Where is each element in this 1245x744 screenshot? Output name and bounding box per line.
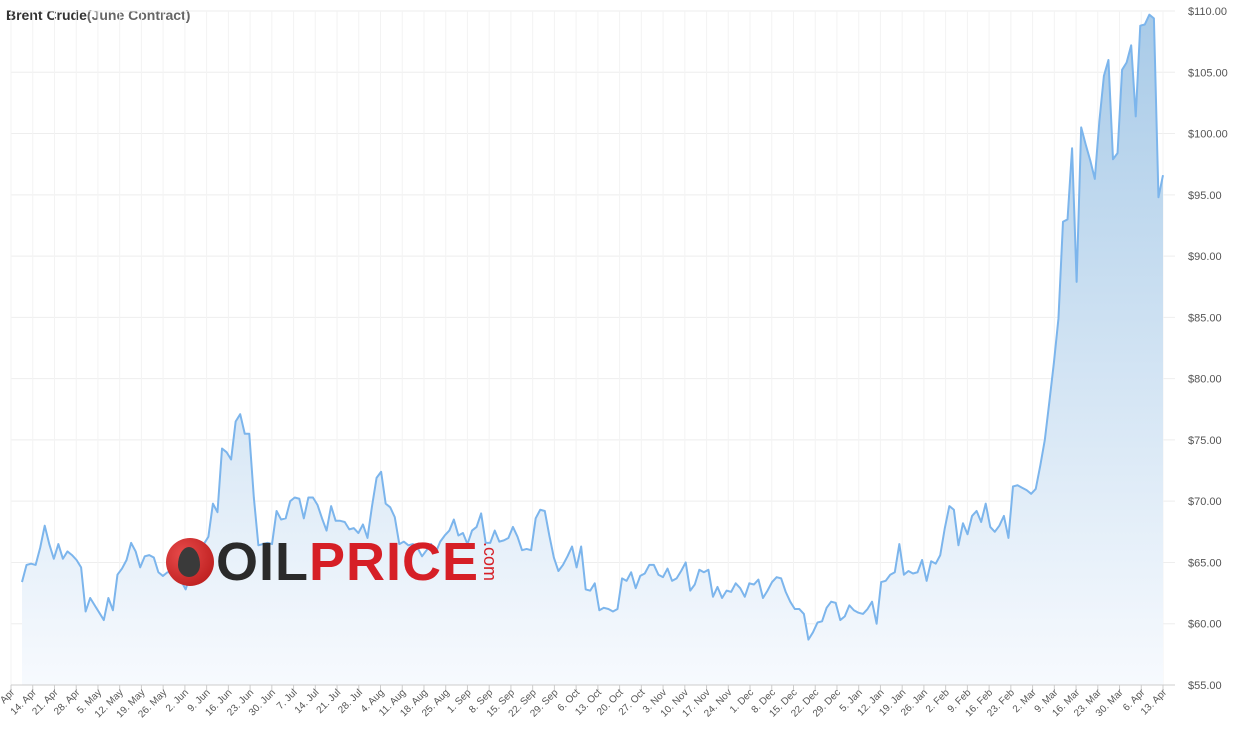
y-tick-label: $105.00	[1188, 67, 1228, 79]
logo-com-text: .com	[480, 542, 501, 582]
y-tick-label: $80.00	[1188, 374, 1222, 386]
y-tick-label: $95.00	[1188, 190, 1222, 202]
x-tick-label: 2. Jun	[164, 687, 191, 714]
x-tick-label: 28. Jul	[336, 687, 365, 716]
oil-drop-icon	[166, 538, 214, 586]
oilprice-logo: OILPRICE .com	[166, 534, 501, 590]
y-tick-label: $70.00	[1188, 496, 1222, 508]
y-tick-label: $65.00	[1188, 557, 1222, 569]
y-tick-label: $100.00	[1188, 129, 1228, 141]
logo-oil-text: OIL	[216, 532, 309, 592]
y-tick-label: $110.00	[1188, 6, 1227, 18]
price-area-fill	[22, 14, 1163, 686]
y-tick-label: $90.00	[1188, 251, 1222, 263]
y-tick-label: $55.00	[1188, 680, 1222, 692]
area-layer	[21, 13, 1164, 686]
y-axis: $55.00 $60.00 $65.00 $70.00 $75.00 $80.00 $85.…	[1188, 6, 1228, 692]
price-line	[21, 13, 1164, 641]
y-tick-label: $75.00	[1188, 435, 1222, 447]
logo-wordmark: OILPRICE	[216, 534, 479, 590]
y-tick-label: $85.00	[1188, 312, 1222, 324]
y-tick-label: $60.00	[1188, 619, 1222, 631]
logo-price-text: PRICE	[309, 532, 480, 592]
